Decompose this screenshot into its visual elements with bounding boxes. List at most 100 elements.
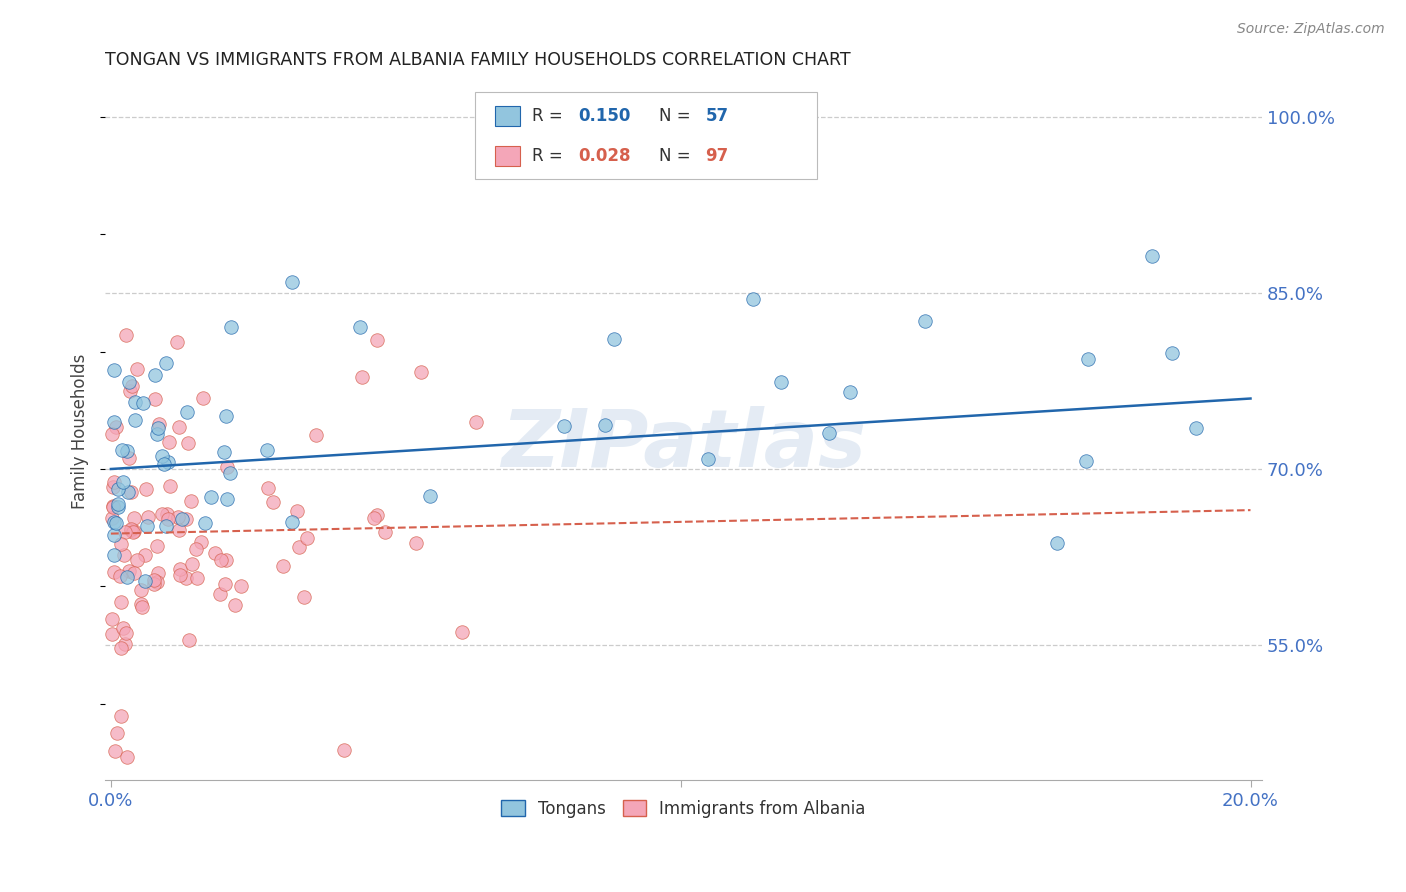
Point	[280, 515, 302, 529]
Point	[350, 370, 373, 384]
Point	[120, 384, 142, 398]
Point	[214, 553, 236, 567]
Point	[214, 577, 236, 591]
Point	[1046, 536, 1069, 550]
Point	[450, 625, 472, 640]
Point	[143, 368, 166, 383]
Point	[696, 451, 718, 466]
Point	[194, 516, 217, 531]
Point	[333, 742, 356, 756]
Bar	[495, 146, 520, 166]
Point	[217, 459, 239, 474]
Point	[219, 319, 242, 334]
Point	[120, 523, 142, 537]
Point	[120, 522, 142, 536]
Point	[105, 726, 128, 740]
Point	[121, 379, 143, 393]
Point	[295, 531, 318, 545]
Point	[166, 334, 188, 349]
Point	[219, 466, 242, 480]
Point	[167, 523, 190, 537]
Point	[156, 455, 179, 469]
Point	[120, 485, 142, 500]
Text: N =: N =	[659, 107, 696, 125]
Point	[122, 524, 145, 539]
Point	[125, 553, 148, 567]
Point	[134, 548, 156, 562]
Point	[101, 500, 124, 515]
Point	[262, 495, 284, 509]
Point	[419, 489, 441, 503]
Point	[159, 478, 181, 492]
Point	[285, 503, 308, 517]
Point	[103, 528, 125, 542]
Point	[103, 565, 125, 579]
Point	[114, 637, 136, 651]
Point	[838, 385, 860, 400]
Point	[256, 481, 278, 495]
Point	[280, 275, 302, 289]
Point	[1184, 421, 1206, 435]
Point	[191, 391, 214, 405]
Point	[136, 519, 159, 533]
Point	[153, 457, 176, 471]
Point	[118, 451, 141, 466]
Point	[134, 574, 156, 588]
Point	[105, 516, 128, 530]
Point	[124, 510, 146, 524]
Point	[124, 394, 146, 409]
Point	[129, 583, 152, 598]
Point	[129, 597, 152, 611]
Point	[181, 557, 204, 571]
Point	[114, 625, 136, 640]
Point	[143, 392, 166, 407]
Point	[204, 546, 226, 560]
Point	[110, 594, 132, 608]
Point	[349, 319, 371, 334]
Point	[101, 612, 124, 626]
Point	[603, 332, 626, 346]
Point	[593, 417, 616, 432]
Point	[914, 314, 936, 328]
Point	[1074, 453, 1097, 467]
Point	[177, 632, 200, 647]
Point	[374, 524, 396, 539]
Point	[157, 512, 180, 526]
Point	[110, 709, 132, 723]
Point	[143, 573, 166, 587]
Point	[117, 749, 139, 764]
Point	[155, 518, 177, 533]
Point	[363, 511, 385, 525]
Point	[818, 425, 841, 440]
Point	[366, 508, 388, 522]
Point	[117, 485, 139, 500]
Point	[169, 562, 191, 576]
Point	[136, 509, 159, 524]
Point	[125, 361, 148, 376]
Text: Source: ZipAtlas.com: Source: ZipAtlas.com	[1237, 22, 1385, 37]
Point	[169, 567, 191, 582]
Point	[110, 569, 132, 583]
Point	[101, 427, 124, 442]
Point	[103, 415, 125, 429]
Point	[143, 577, 166, 591]
Point	[212, 444, 235, 458]
Point	[105, 420, 128, 434]
Point	[112, 475, 135, 489]
Point	[115, 443, 138, 458]
Point	[112, 621, 135, 635]
Point	[464, 415, 486, 429]
Point	[174, 512, 197, 526]
Point	[101, 511, 124, 525]
Point	[229, 578, 252, 592]
Point	[115, 327, 138, 342]
Point	[1160, 346, 1182, 360]
Point	[159, 435, 181, 450]
Point	[146, 566, 169, 580]
Point	[180, 494, 202, 508]
Point	[215, 492, 238, 507]
Point	[103, 475, 125, 489]
Point	[104, 744, 127, 758]
Point	[176, 404, 198, 418]
Text: ZIPatlas: ZIPatlas	[501, 406, 866, 483]
